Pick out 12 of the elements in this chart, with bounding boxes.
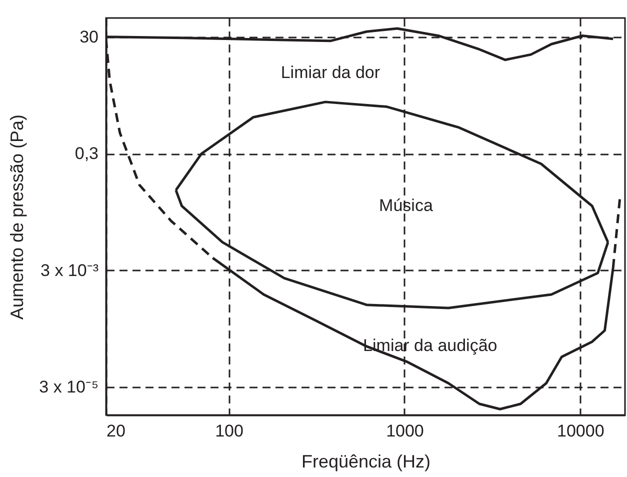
y-tick-label: 30 [80, 27, 98, 46]
annotation: Limiar da dor [280, 62, 380, 82]
y-tick-label: 0,3 [74, 144, 98, 164]
y-tick-label: 3 x 10⁻³ [40, 260, 99, 280]
annotation: Música [379, 196, 434, 216]
x-tick-label: 1000 [386, 422, 424, 440]
x-tick-label: 20 [106, 422, 126, 440]
x-axis-title: Freqüência (Hz) [301, 452, 431, 472]
x-tick-label: 10000 [557, 422, 604, 440]
y-axis-title: Aumento de pressão (Pa) [7, 114, 28, 320]
x-tick-label: 100 [215, 422, 244, 440]
y-tick-label: 3 x 10⁻⁵ [39, 378, 98, 397]
